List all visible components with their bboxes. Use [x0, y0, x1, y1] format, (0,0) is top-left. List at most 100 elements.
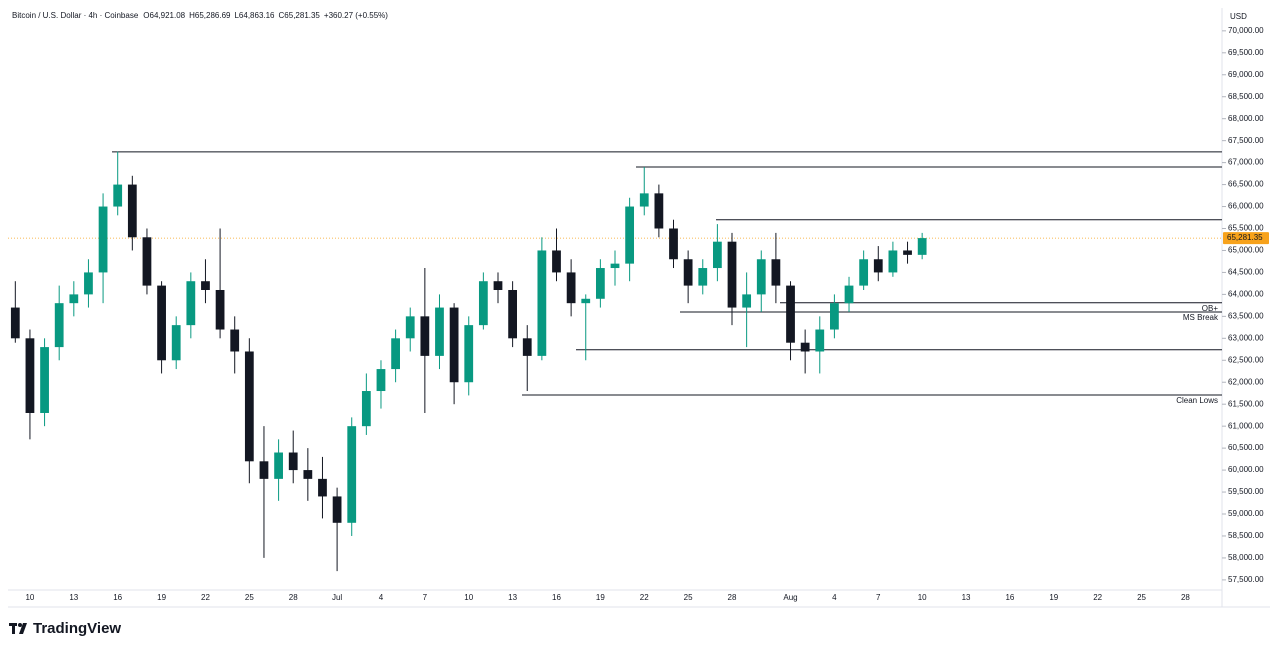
candle-body: [508, 289, 518, 339]
x-tick-label: 25: [1137, 593, 1146, 602]
candle-body: [361, 391, 371, 427]
y-tick-label: 67,000.00: [1228, 158, 1264, 167]
y-tick-label: 62,000.00: [1228, 377, 1264, 386]
candle-body: [391, 338, 400, 370]
candle-body: [376, 369, 386, 392]
candle-body: [405, 316, 415, 339]
candle-body: [171, 325, 181, 361]
y-tick-label: 67,500.00: [1228, 136, 1264, 145]
candle-body: [274, 452, 283, 479]
candle-body: [669, 228, 678, 260]
x-tick-label: 22: [201, 593, 210, 602]
y-tick-label: 57,500.00: [1228, 575, 1264, 584]
candle-body: [127, 184, 137, 238]
candle-body: [142, 237, 152, 286]
x-tick-label: 13: [962, 593, 971, 602]
candle-body: [244, 351, 254, 462]
ohlc-value: H65,286.69: [189, 11, 231, 20]
ohlc-value: C65,281.35: [279, 11, 321, 20]
symbol-title: Bitcoin / U.S. Dollar · 4h · Coinbase: [12, 11, 139, 20]
candle-body: [259, 461, 269, 479]
y-tick-label: 62,500.00: [1228, 355, 1264, 364]
y-tick-label: 59,000.00: [1228, 509, 1264, 518]
ohlc-value: L64,863.16: [234, 11, 275, 20]
candle-body: [537, 250, 547, 356]
candle-body: [230, 329, 240, 352]
x-tick-label: 7: [876, 593, 881, 602]
candle-body: [756, 259, 766, 295]
candle-body: [215, 289, 225, 330]
candle-body: [552, 250, 561, 273]
candle-body: [698, 268, 708, 286]
y-tick-label: 66,000.00: [1228, 202, 1264, 211]
candle-body: [727, 241, 737, 308]
x-tick-label: 16: [1005, 593, 1014, 602]
logo-stem: [12, 623, 15, 634]
y-tick-label: 61,500.00: [1228, 399, 1264, 408]
y-tick-label: 58,500.00: [1228, 531, 1264, 540]
y-tick-label: 69,500.00: [1228, 48, 1264, 57]
x-tick-label: 25: [684, 593, 693, 602]
x-tick-label: 13: [508, 593, 517, 602]
brand-logo: TradingView: [9, 620, 121, 637]
candle-body: [10, 307, 20, 339]
candle-body: [25, 338, 35, 413]
candle-body: [903, 250, 912, 255]
candle-body: [332, 496, 342, 523]
candle-body: [581, 298, 591, 304]
x-tick-label: 28: [289, 593, 298, 602]
candle-body: [40, 347, 49, 413]
candle-body: [917, 238, 927, 255]
candle-body: [303, 470, 313, 479]
y-tick-label: 63,500.00: [1228, 311, 1264, 320]
candle-body: [54, 303, 64, 348]
candle-body: [98, 206, 108, 273]
candle-body: [888, 250, 898, 273]
y-tick-label: 65,500.00: [1228, 224, 1264, 233]
candle-body: [449, 307, 459, 383]
x-tick-label: 10: [918, 593, 927, 602]
last-price-label: 65,281.35: [1227, 233, 1263, 242]
level-label: Clean Lows: [1176, 396, 1218, 405]
x-tick-label: 19: [157, 593, 166, 602]
candle-body: [830, 303, 839, 330]
candle-body: [318, 478, 327, 497]
x-tick-label: 7: [423, 593, 428, 602]
candle-body: [566, 272, 576, 304]
candle-body: [654, 193, 664, 229]
x-tick-label: Jul: [332, 593, 342, 602]
x-tick-label: 16: [113, 593, 122, 602]
y-tick-label: 64,000.00: [1228, 289, 1264, 298]
candle-body: [873, 259, 883, 273]
candle-body: [347, 426, 357, 523]
y-tick-label: 58,000.00: [1228, 553, 1264, 562]
candle-body: [522, 338, 532, 356]
y-tick-label: 70,000.00: [1228, 26, 1264, 35]
y-tick-label: 61,000.00: [1228, 421, 1264, 430]
level-label: OB+: [1202, 304, 1219, 313]
candle-body: [157, 285, 166, 361]
y-tick-label: 64,500.00: [1228, 268, 1264, 277]
x-tick-label: 28: [728, 593, 737, 602]
logo-dot: [18, 623, 22, 627]
candle-body: [478, 281, 488, 326]
candle-body: [84, 272, 93, 295]
candle-body: [595, 268, 605, 299]
candle-body: [639, 193, 649, 207]
candle-body: [113, 184, 123, 207]
x-tick-label: 16: [552, 593, 561, 602]
x-tick-label: 4: [832, 593, 837, 602]
x-tick-label: 19: [596, 593, 605, 602]
last-price-tag: [1223, 232, 1269, 245]
x-tick-label: 4: [379, 593, 384, 602]
candle-body: [69, 294, 79, 304]
candle-body: [610, 263, 620, 269]
y-tick-label: 60,000.00: [1228, 465, 1264, 474]
brand-name: TradingView: [33, 620, 121, 637]
y-tick-label: 65,000.00: [1228, 246, 1264, 255]
currency-label: USD: [1230, 12, 1247, 21]
x-tick-label: 22: [640, 593, 649, 602]
y-tick-label: 59,500.00: [1228, 487, 1264, 496]
